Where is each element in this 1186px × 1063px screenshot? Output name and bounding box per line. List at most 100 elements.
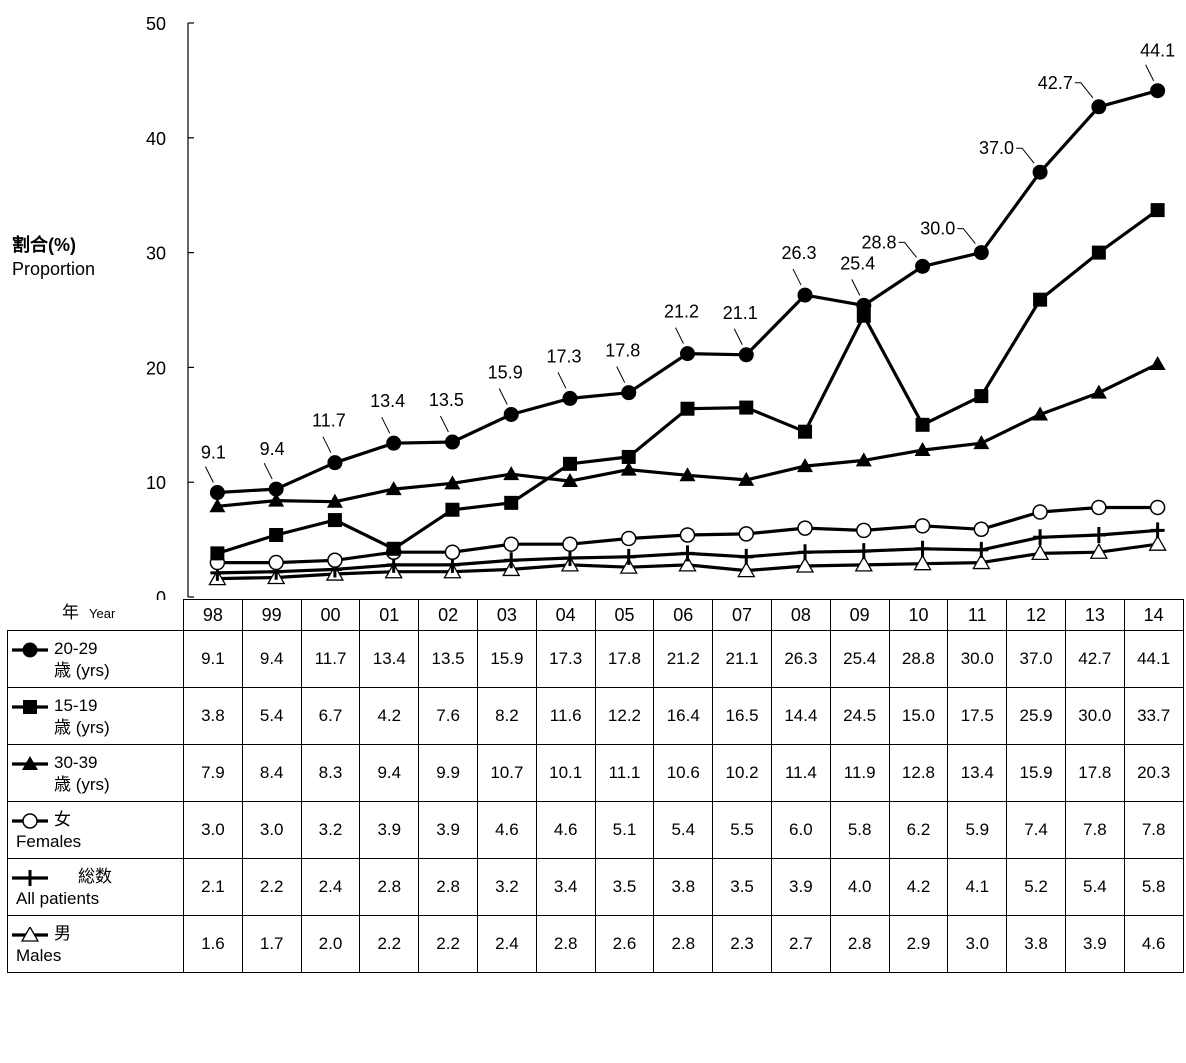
open-triangle-marker bbox=[678, 555, 697, 572]
filled-circle-marker bbox=[680, 346, 695, 362]
open-triangle-marker bbox=[1030, 544, 1050, 561]
plus-marker bbox=[856, 543, 871, 560]
value-cell: 17.8 bbox=[594, 630, 655, 688]
filled-circle-marker bbox=[327, 455, 343, 471]
value-cell: 28.8 bbox=[888, 630, 949, 688]
filled-circle-marker bbox=[386, 435, 402, 451]
year-cell: 07 bbox=[712, 599, 772, 631]
series-name-line2: 歳 (yrs) bbox=[54, 718, 110, 737]
data-label: 28.8 bbox=[862, 232, 897, 252]
data-label-leader bbox=[616, 366, 626, 383]
value-cell: 25.9 bbox=[1006, 687, 1066, 745]
value-cell: 25.4 bbox=[829, 630, 890, 688]
data-table: 98 99 00 01 02 03 04 05 06 07 08 09 10 11 12 13 14 20-29 歳… bbox=[7, 599, 1184, 973]
year-cell: 98 bbox=[183, 599, 243, 631]
table-row: 15-19 歳 (yrs) 3.8 5.4 6.7 4.2 7.6 8.2 11.6 12.2 16… bbox=[7, 687, 1184, 745]
filled-circle-marker bbox=[22, 642, 38, 658]
open-triangle-marker bbox=[972, 553, 991, 570]
series-s3039 bbox=[209, 355, 1166, 513]
plus-marker bbox=[739, 548, 754, 565]
data-label-leader bbox=[733, 328, 743, 345]
value-cell: 3.0 bbox=[947, 915, 1008, 973]
series-label-s1519: 15-19 歳 (yrs) bbox=[7, 687, 184, 745]
data-label: 37.0 bbox=[979, 138, 1014, 158]
filled-triangle-marker bbox=[385, 481, 402, 496]
value-cell: 4.6 bbox=[535, 801, 596, 859]
value-cell: 2.1 bbox=[183, 858, 243, 916]
year-cell: 12 bbox=[1006, 599, 1066, 631]
data-label-leader bbox=[439, 415, 449, 433]
value-cell: 5.8 bbox=[1123, 858, 1184, 916]
plus-marker bbox=[680, 545, 695, 562]
data-label: 30.0 bbox=[920, 219, 955, 239]
open-triangle-marker bbox=[1148, 534, 1167, 551]
year-cell: 13 bbox=[1064, 599, 1125, 631]
plus-marker bbox=[1033, 529, 1048, 546]
value-cell: 15.9 bbox=[1006, 744, 1066, 802]
filled-circle-marker bbox=[209, 485, 225, 501]
filled-triangle-marker bbox=[855, 452, 872, 467]
value-cell: 4.1 bbox=[947, 858, 1008, 916]
year-cell: 06 bbox=[653, 599, 714, 631]
open-triangle-marker bbox=[619, 557, 638, 574]
filled-triangle-marker bbox=[620, 461, 637, 476]
value-cell: 4.2 bbox=[888, 858, 949, 916]
value-cell: 20.3 bbox=[1123, 744, 1184, 802]
open-circle-marker bbox=[327, 552, 343, 569]
filled-circle-marker bbox=[503, 406, 519, 422]
value-cell: 8.2 bbox=[476, 687, 537, 745]
filled-circle-marker bbox=[621, 385, 637, 401]
open-circle-marker bbox=[444, 544, 461, 560]
value-cell: 7.6 bbox=[418, 687, 478, 745]
series-s1519 bbox=[210, 203, 1165, 561]
series-name-line2: Females bbox=[16, 832, 82, 851]
filled-square-marker bbox=[798, 424, 813, 439]
value-cell: 6.2 bbox=[888, 801, 949, 859]
filled-square-marker bbox=[23, 699, 37, 714]
series-name-line2: Males bbox=[16, 946, 62, 965]
data-label-leader bbox=[322, 436, 332, 453]
open-circle-marker bbox=[797, 520, 813, 536]
open-circle-marker bbox=[679, 527, 696, 543]
value-cell: 7.8 bbox=[1064, 801, 1125, 859]
value-cell: 5.1 bbox=[594, 801, 655, 859]
filled-triangle-marker bbox=[22, 755, 38, 770]
data-label-leader bbox=[851, 279, 861, 296]
plus-marker bbox=[621, 548, 636, 565]
line-chart: 0 10 20 30 40 50 9.1 9.4 11.7 13.4 13.5 15.9 17.3 17.… bbox=[146, 14, 1175, 600]
value-cell: 16.4 bbox=[653, 687, 714, 745]
open-circle-marker bbox=[856, 522, 872, 539]
series-name-line1: 総数 bbox=[78, 867, 112, 886]
open-circle-marker bbox=[738, 526, 755, 542]
data-label: 21.2 bbox=[664, 302, 699, 322]
series-name-line2: All patients bbox=[16, 889, 100, 908]
table-row: 20-29 歳 (yrs) 9.1 9.4 11.7 13.4 13.5 15.9 17.3 17… bbox=[7, 630, 1184, 688]
value-cell: 8.4 bbox=[241, 744, 302, 802]
data-label-leader bbox=[263, 462, 273, 480]
data-label-leader bbox=[957, 228, 976, 244]
series-label-male: 男 Males bbox=[7, 915, 184, 973]
year-cell: 10 bbox=[888, 599, 949, 631]
plus-marker bbox=[915, 540, 930, 557]
series-label-female: 女 Females bbox=[7, 801, 184, 859]
data-label: 21.1 bbox=[723, 303, 758, 323]
value-cell: 42.7 bbox=[1064, 630, 1125, 688]
open-triangle-marker bbox=[854, 555, 873, 572]
value-cell: 4.6 bbox=[1123, 915, 1184, 973]
value-cell: 7.9 bbox=[183, 744, 243, 802]
data-label: 17.8 bbox=[605, 341, 640, 361]
year-cell: 09 bbox=[829, 599, 890, 631]
value-cell: 2.4 bbox=[476, 915, 537, 973]
value-cell: 7.8 bbox=[1123, 801, 1184, 859]
y-tick-label: 20 bbox=[146, 358, 166, 378]
open-circle-legend-icon bbox=[12, 812, 48, 829]
series-name-line2: 歳 (yrs) bbox=[54, 661, 110, 680]
value-cell: 33.7 bbox=[1123, 687, 1184, 745]
y-tick-label: 10 bbox=[146, 473, 166, 493]
data-label-leader bbox=[1145, 64, 1155, 81]
value-cell: 3.5 bbox=[712, 858, 772, 916]
value-cell: 37.0 bbox=[1006, 630, 1066, 688]
value-cell: 17.8 bbox=[1064, 744, 1125, 802]
filled-triangle-marker bbox=[1032, 406, 1049, 421]
value-cell: 3.8 bbox=[1006, 915, 1066, 973]
